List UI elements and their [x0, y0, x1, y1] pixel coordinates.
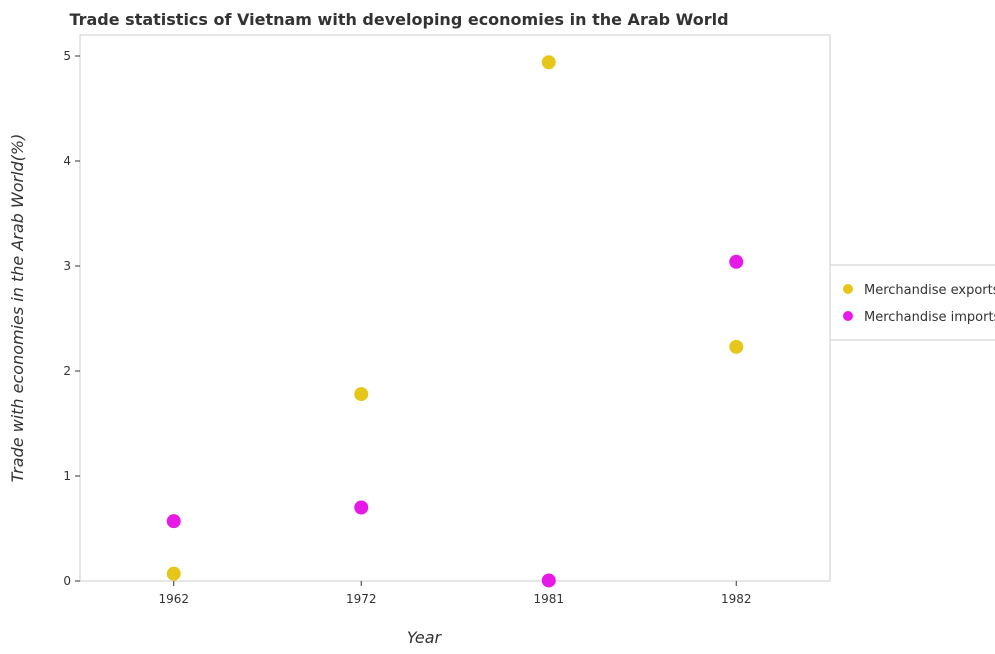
y-tick-label: 5 [63, 49, 71, 63]
legend-label-exports: Merchandise exports [864, 283, 995, 298]
chart-title: Trade statistics of Vietnam with develop… [69, 10, 728, 29]
x-tick-label: 1982 [721, 592, 752, 606]
point-merchandise-exports [354, 387, 369, 402]
x-axis: 1962 1972 1981 1982 [158, 581, 752, 606]
y-axis: 0 1 2 3 4 5 [63, 49, 80, 588]
x-tick-label: 1972 [346, 592, 377, 606]
legend-marker-imports [843, 311, 853, 321]
y-tick-label: 3 [63, 259, 71, 273]
y-axis-label: Trade with economies in the Arab World(%… [8, 134, 27, 483]
legend: Merchandise exports Merchandise imports [829, 264, 995, 341]
y-tick-label: 0 [63, 574, 71, 588]
point-merchandise-imports [354, 500, 369, 515]
point-merchandise-exports [729, 339, 744, 354]
legend-marker-exports [843, 284, 853, 294]
point-merchandise-imports [541, 573, 556, 588]
y-tick-label: 4 [63, 154, 71, 168]
point-merchandise-imports [729, 254, 744, 269]
legend-label-imports: Merchandise imports [864, 310, 995, 325]
x-axis-label: Year [407, 628, 443, 647]
legend-box [829, 264, 995, 341]
x-tick-label: 1981 [533, 592, 564, 606]
point-merchandise-exports [541, 55, 556, 70]
data-points [166, 55, 744, 588]
plot-area [79, 34, 831, 582]
x-tick-label: 1962 [158, 592, 189, 606]
y-tick-label: 2 [63, 364, 71, 378]
point-merchandise-exports [166, 566, 181, 581]
point-merchandise-imports [166, 514, 181, 529]
y-tick-label: 1 [63, 469, 71, 483]
